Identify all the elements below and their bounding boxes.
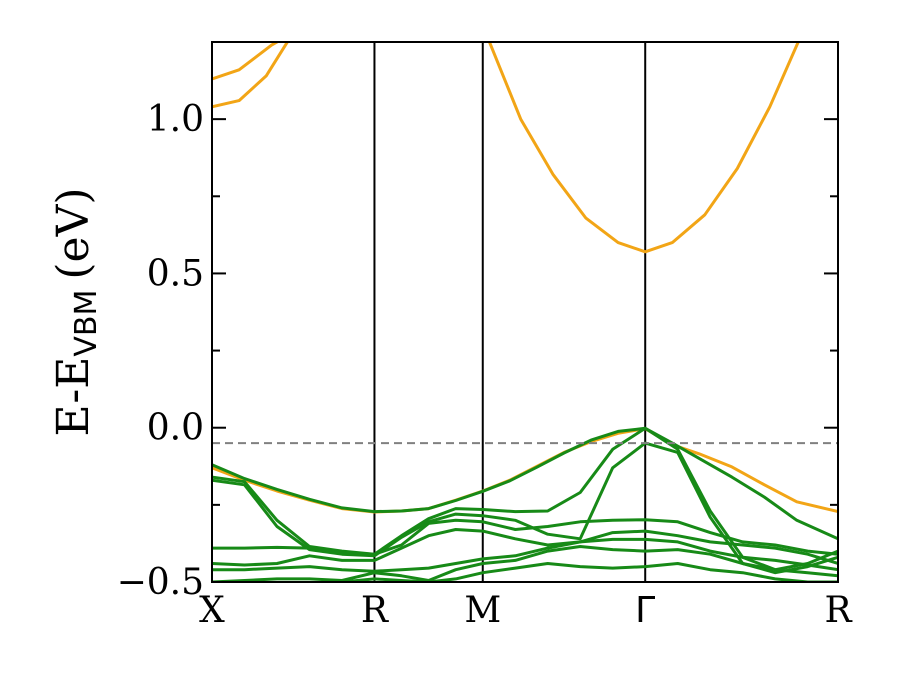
x-kpoint-label: X xyxy=(199,590,225,631)
conduction-band-1 xyxy=(212,42,290,109)
conduction-band-2 xyxy=(487,42,800,254)
y-axis-label-main: E-E xyxy=(48,357,99,437)
valence-band-7 xyxy=(212,518,838,556)
x-kpoint-label: R xyxy=(361,590,389,631)
y-tick-label: 1.0 xyxy=(147,99,204,140)
valence-band-10 xyxy=(212,545,838,582)
valence-band-9 xyxy=(212,537,838,573)
valence-band-5 xyxy=(212,426,838,572)
valence-band-4 xyxy=(212,426,838,541)
band-lines xyxy=(212,42,838,582)
x-kpoint-label: Γ xyxy=(635,590,655,631)
x-kpoint-label: R xyxy=(824,590,852,631)
valence-band-11 xyxy=(326,562,838,582)
y-tick-label: 0.0 xyxy=(147,408,204,449)
valence-band-8 xyxy=(212,528,838,567)
plot-frame xyxy=(211,41,839,583)
y-tick-label: −0.5 xyxy=(117,562,204,603)
conduction-band-0 xyxy=(212,42,281,81)
y-axis-label: E-EVBM (eV) xyxy=(48,187,104,436)
x-kpoint-label: M xyxy=(464,590,501,631)
y-axis-tick-labels: −0.5 0.0 0.5 1.0 xyxy=(117,99,204,603)
y-axis-label-subscript: VBM xyxy=(69,290,104,357)
kpoint-lines xyxy=(373,42,647,582)
y-tick-label: 0.5 xyxy=(147,253,204,294)
y-axis-label-unit: (eV) xyxy=(48,187,99,279)
y-axis-ticks xyxy=(212,41,838,583)
